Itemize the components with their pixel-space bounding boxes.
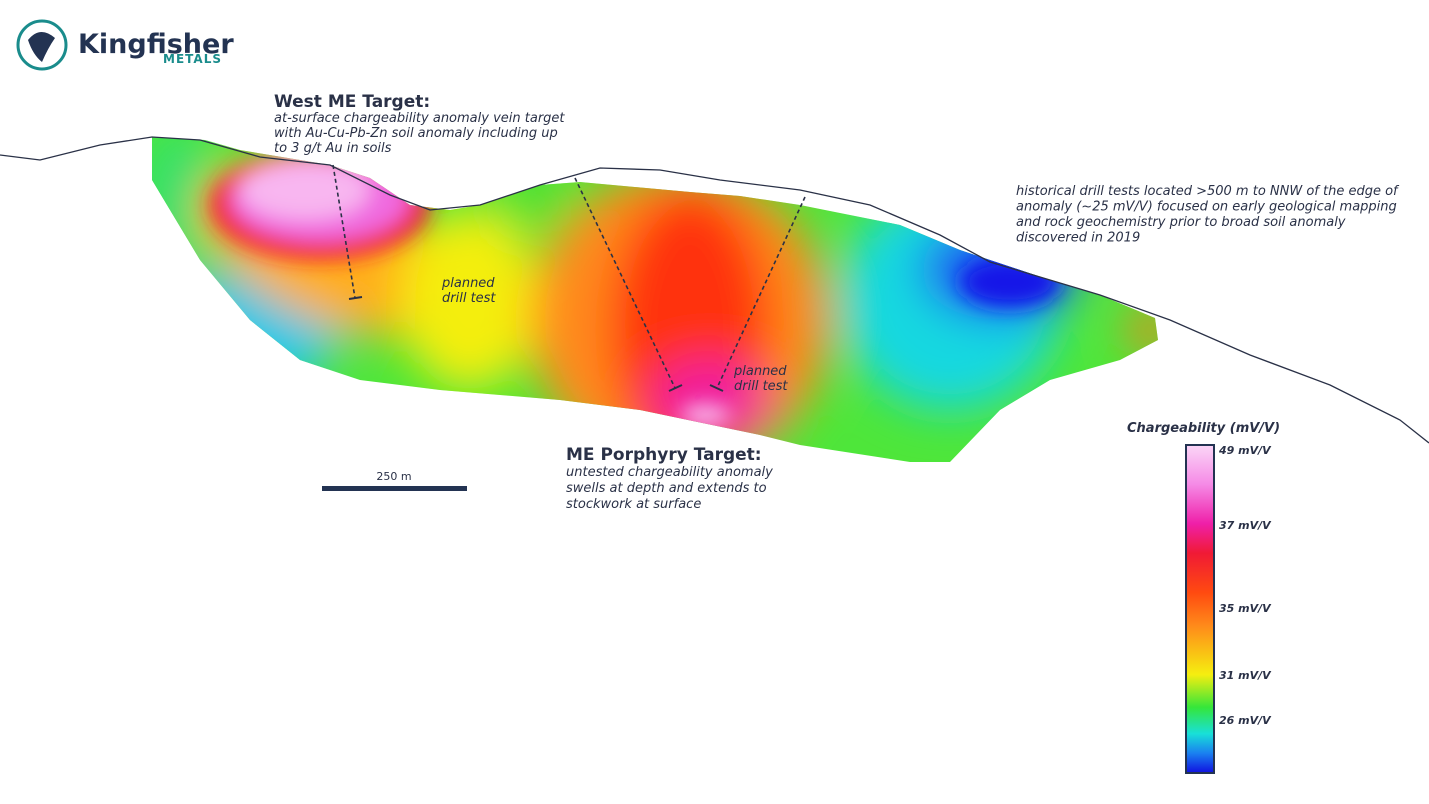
historical-line: and rock geochemistry prior to broad soi…: [1016, 215, 1346, 230]
porphyry-desc-line: untested chargeability anomaly: [566, 465, 773, 480]
legend-label: 35 mV/V: [1219, 602, 1272, 615]
porphyry-desc-line: swells at depth and extends to: [566, 481, 767, 496]
historical-line: historical drill tests located >500 m to…: [1016, 184, 1400, 199]
logo-sub: METALS: [163, 52, 222, 66]
topography: [0, 136, 1429, 444]
chargeability-section: [152, 137, 1158, 462]
drill-traces: [332, 164, 806, 389]
historical-line: discovered in 2019: [1016, 231, 1140, 246]
legend-labels: 49 mV/V 37 mV/V 35 mV/V 31 mV/V 26 mV/V: [1218, 444, 1272, 727]
scale-bar: [322, 486, 467, 491]
legend-title: Chargeability (mV/V): [1127, 421, 1280, 436]
porphyry-title: ME Porphyry Target:: [566, 445, 762, 465]
legend-label: 49 mV/V: [1218, 444, 1272, 457]
west-desc-line: at-surface chargeability anomaly vein ta…: [274, 111, 565, 126]
planned-line: drill test: [734, 379, 788, 394]
planned-line: planned: [733, 364, 787, 379]
porphyry-desc-line: stockwork at surface: [566, 497, 701, 512]
historical-line: anomaly (~25 mV/V) focused on early geol…: [1016, 200, 1397, 215]
planned-line: planned: [441, 276, 495, 291]
west-desc-line: to 3 g/t Au in soils: [274, 141, 392, 156]
legend-label: 37 mV/V: [1219, 519, 1272, 532]
drill-trace: [574, 177, 676, 389]
historical-note: historical drill tests located >500 m to…: [1016, 184, 1400, 246]
logo: Kingfisher METALS: [16, 19, 234, 71]
scale-label: 250 m: [376, 470, 411, 483]
west-desc-line: with Au-Cu-Pb-Zn soil anomaly including …: [274, 126, 558, 141]
planned-line: drill test: [442, 291, 496, 306]
legend-label: 31 mV/V: [1219, 669, 1272, 682]
legend-bar: [1185, 444, 1215, 774]
legend-label: 26 mV/V: [1219, 714, 1272, 727]
drill-trace: [716, 196, 806, 389]
logo-name: Kingfisher: [78, 29, 234, 60]
drill-trace: [332, 164, 356, 299]
drill-ends: [348, 296, 724, 392]
west-title: West ME Target:: [274, 92, 430, 112]
west-desc: at-surface chargeability anomaly vein ta…: [274, 111, 565, 156]
